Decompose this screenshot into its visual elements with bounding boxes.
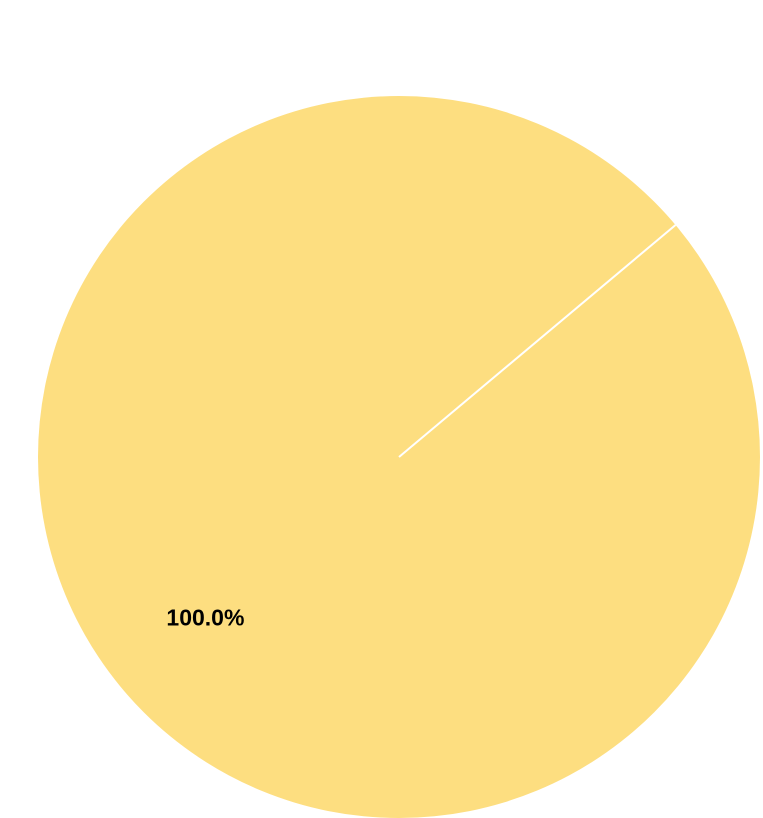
pie-slice-edge [398,224,677,458]
pie-slice-percent-label: 100.0% [166,605,244,631]
